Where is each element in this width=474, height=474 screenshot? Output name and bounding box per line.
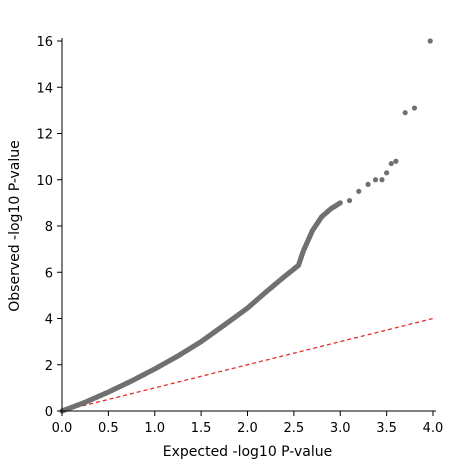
data-point-outlier	[411, 105, 418, 111]
data-point-outlier	[379, 177, 385, 183]
expected-reference-line	[61, 317, 434, 412]
data-point-outlier	[346, 197, 353, 204]
y-tick-label: 8	[45, 220, 53, 235]
x-tick-label: 4.0	[423, 421, 444, 436]
x-tick-label: 2.0	[237, 421, 258, 436]
x-tick-label: 3.5	[376, 421, 397, 436]
x-tick-label: 0.0	[52, 421, 73, 436]
y-ticks: 0 2 4 6 8 10 12 14 16	[36, 35, 62, 420]
x-tick-label: 1.0	[144, 421, 165, 436]
data-point	[337, 200, 343, 206]
data-point-outlier	[372, 177, 379, 183]
x-ticks: 0.0 0.5 1.0 1.5 2.0 2.5 3.0 3.5 4.0	[52, 411, 444, 436]
y-axis-label: Observed -log10 P-value	[7, 140, 23, 312]
data-point-outlier	[393, 158, 399, 164]
data-point-outlier	[356, 188, 362, 194]
y-tick-label: 6	[45, 266, 53, 281]
x-tick-label: 1.5	[191, 421, 212, 436]
x-tick-label: 2.5	[284, 421, 305, 436]
data-point-outlier	[402, 110, 408, 116]
y-tick-label: 12	[36, 128, 53, 143]
data-point-outlier	[427, 38, 433, 44]
y-tick-label: 2	[45, 359, 53, 374]
y-tick-label: 4	[45, 313, 53, 328]
reference-line-layer	[61, 317, 434, 412]
y-tick-label: 16	[36, 35, 53, 50]
x-tick-label: 0.5	[98, 421, 119, 436]
x-axis-label: Expected -log10 P-value	[163, 444, 332, 460]
data-point-outlier	[365, 181, 371, 187]
axes	[61, 38, 436, 412]
data-point-outlier	[384, 170, 390, 176]
data-points-layer	[59, 38, 433, 414]
y-tick-label: 10	[36, 174, 53, 189]
data-point-outlier	[388, 160, 394, 167]
y-tick-label: 0	[45, 405, 53, 420]
x-tick-label: 3.0	[330, 421, 351, 436]
y-tick-label: 14	[36, 81, 53, 96]
